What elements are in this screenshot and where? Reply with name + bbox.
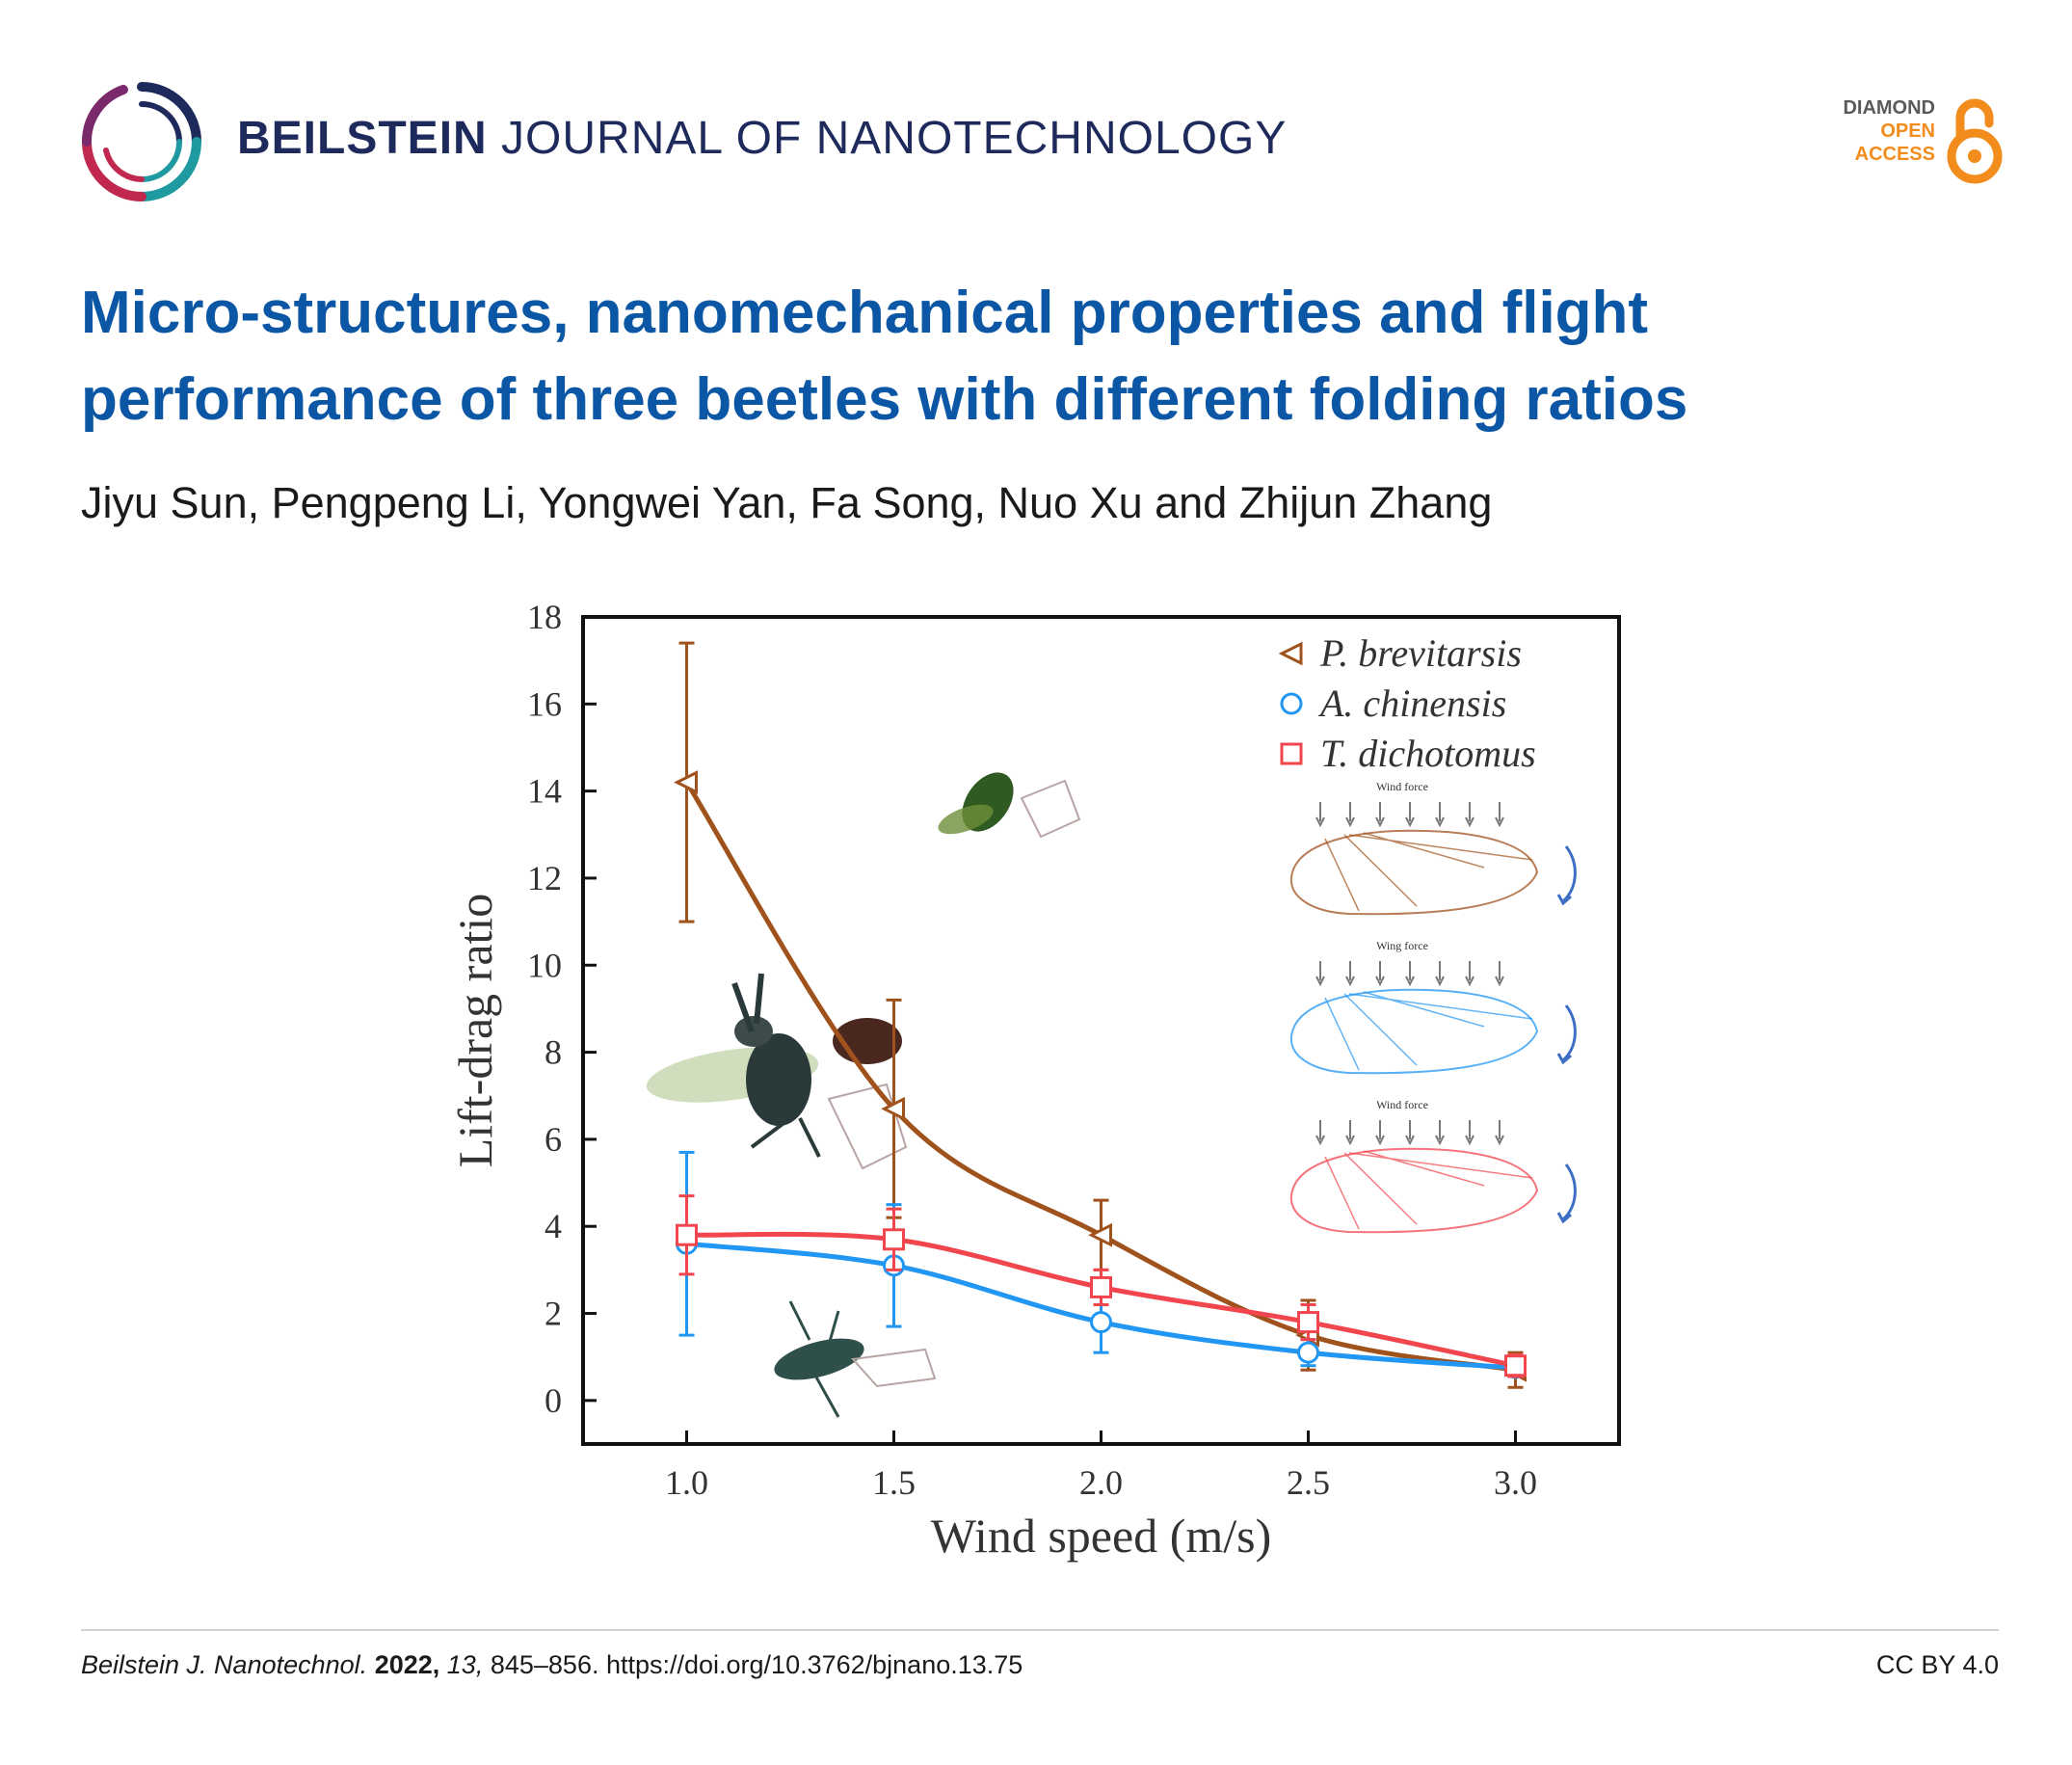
force-arrowhead [1345, 976, 1355, 987]
data-point [1297, 1311, 1319, 1334]
force-arrowhead [1435, 976, 1445, 987]
legend-marker [1278, 641, 1303, 666]
wing-fold-arrowhead [1556, 1053, 1572, 1065]
open-access-lock-icon [1947, 98, 2003, 184]
force-arrowhead [1345, 816, 1355, 828]
citation: Beilstein J. Nanotechnol. 2022, 13, 845–… [81, 1650, 1023, 1680]
data-point [1090, 1275, 1112, 1298]
force-arrowhead [1375, 1135, 1385, 1146]
legend-label: A. chinensis [1317, 682, 1506, 725]
oa-badge-line2: OPEN [1880, 120, 1935, 142]
footer-divider [81, 1629, 1999, 1631]
force-arrowhead [1405, 976, 1415, 987]
y-tick-label: 16 [527, 684, 562, 723]
x-tick-label: 1.5 [872, 1463, 916, 1502]
force-arrowhead [1495, 1135, 1504, 1146]
y-tick-label: 6 [545, 1120, 562, 1159]
y-axis-label: Lift-drag ratio [448, 894, 502, 1168]
y-tick-label: 8 [545, 1033, 562, 1072]
wing-force-label: Wind force [1376, 1098, 1428, 1111]
data-point [676, 1223, 698, 1246]
longhorn-beetle-photo [774, 1300, 937, 1418]
article-title: Micro-structures, nanomechanical propert… [81, 280, 1688, 433]
x-tick-label: 3.0 [1494, 1463, 1537, 1502]
wing-fold-arrow [1561, 1004, 1577, 1062]
y-tick-label: 2 [545, 1295, 562, 1333]
series-t-dichotomus [676, 1194, 1527, 1378]
data-point [881, 1096, 905, 1121]
x-tick-label: 1.0 [665, 1463, 708, 1502]
y-tick-label: 4 [545, 1207, 562, 1245]
article-authors: Jiyu Sun, Pengpeng Li, Yongwei Yan, Fa S… [81, 478, 1493, 527]
data-point [1090, 1311, 1112, 1334]
beilstein-ring-logo-icon [81, 82, 201, 201]
plot-area: 0 2 4 6 8 10 12 14 16 18 1.0 1.5 2.0 2.5 3.0 Wind speed… [448, 598, 1621, 1563]
force-arrowhead [1315, 816, 1325, 828]
wing-veins [1324, 832, 1533, 912]
wing-outline [1289, 988, 1539, 1075]
force-arrowhead [1405, 1135, 1415, 1146]
citation-year: 2022, [374, 1650, 440, 1679]
lift-drag-chart: Wind force Wing force Wind force 0 2 4 6 8 10 12… [448, 598, 1621, 1563]
wing-fold-arrowhead [1556, 894, 1572, 906]
force-arrowhead [1315, 976, 1325, 987]
x-tick-label: 2.0 [1079, 1463, 1123, 1502]
wing-force-label: Wind force [1376, 780, 1428, 793]
force-arrowhead [1345, 1135, 1355, 1146]
wing-fold-arrowhead [1556, 1212, 1572, 1224]
force-arrowhead [1465, 816, 1474, 828]
oa-badge-line3: ACCESS [1854, 144, 1935, 165]
data-point [674, 770, 698, 795]
journal-name: BEILSTEIN JOURNAL OF NANOTECHNOLOGY [237, 112, 1287, 165]
insect-photos-group [646, 772, 1081, 1418]
journal-name-bold: BEILSTEIN [237, 113, 488, 164]
force-arrowhead [1465, 1135, 1474, 1146]
y-tick-label: 0 [545, 1381, 562, 1420]
force-arrowhead [1405, 816, 1415, 828]
y-tick-label: 10 [527, 946, 562, 984]
legend-marker [1280, 742, 1303, 765]
wing-veins [1324, 1150, 1533, 1230]
diamond-open-access-badge: DIAMOND OPEN ACCESS [1812, 96, 2005, 193]
y-tick-label: 14 [527, 772, 562, 811]
oa-badge-line1: DIAMOND [1843, 97, 1935, 119]
journal-name-rest: JOURNAL OF NANOTECHNOLOGY [501, 113, 1288, 164]
wing-diagrams-group: Wind force Wing force Wind force [1289, 780, 1577, 1234]
y-tick-label: 18 [527, 598, 562, 636]
wing-veins [1324, 991, 1533, 1071]
x-axis-label: Wind speed (m/s) [931, 1509, 1271, 1563]
data-point [1088, 1222, 1112, 1247]
force-arrowhead [1465, 976, 1474, 987]
citation-doi[interactable]: 845–856. https://doi.org/10.3762/bjnano.… [490, 1650, 1023, 1679]
force-arrowhead [1495, 816, 1504, 828]
force-arrowhead [1435, 1135, 1445, 1146]
wing-outline [1289, 1147, 1539, 1234]
series-line [684, 781, 1516, 1373]
wing-fold-arrow [1561, 845, 1577, 903]
data-point [1297, 1341, 1319, 1364]
legend-label: T. dichotomus [1320, 732, 1536, 775]
legend-marker [1280, 692, 1303, 715]
data-point [1504, 1354, 1527, 1377]
wing-force-label: Wing force [1376, 939, 1428, 952]
wing-fold-arrow [1561, 1163, 1577, 1221]
rhinoceros-beetle-photo [646, 973, 908, 1170]
force-arrowhead [1375, 976, 1385, 987]
force-arrowhead [1315, 1135, 1325, 1146]
force-arrowhead [1375, 816, 1385, 828]
legend-label: P. brevitarsis [1319, 631, 1522, 675]
citation-journal: Beilstein J. Nanotechnol. [81, 1650, 368, 1679]
force-arrowhead [1495, 976, 1504, 987]
data-point [883, 1228, 905, 1251]
x-tick-label: 2.5 [1287, 1463, 1330, 1502]
wing-outline [1289, 829, 1539, 916]
citation-volume: 13, [446, 1650, 484, 1679]
green-beetle-photo [938, 772, 1081, 839]
license-label[interactable]: CC BY 4.0 [1875, 1650, 1999, 1679]
y-tick-label: 12 [527, 859, 562, 897]
force-arrowhead [1435, 816, 1445, 828]
oa-badge-text: DIAMOND OPEN ACCESS [1843, 96, 1935, 166]
